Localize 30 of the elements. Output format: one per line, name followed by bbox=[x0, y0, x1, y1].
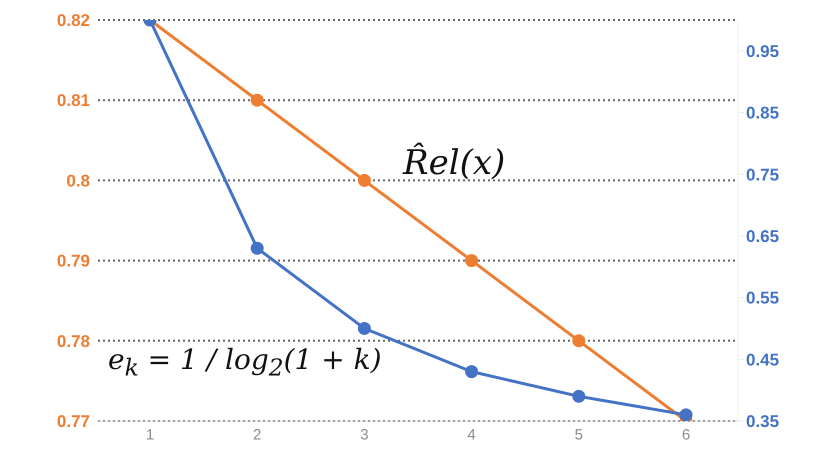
y2-tick-label: 0.45 bbox=[746, 350, 780, 370]
point bbox=[680, 408, 692, 421]
x-tick-label: 5 bbox=[574, 426, 583, 444]
point bbox=[358, 174, 371, 187]
y-tick-label: 0.81 bbox=[56, 91, 90, 110]
y2-tick-label: 0.35 bbox=[746, 412, 780, 432]
x-tick-label: 2 bbox=[253, 426, 262, 444]
point bbox=[572, 390, 586, 403]
annotation: R̂el(x) bbox=[403, 143, 506, 183]
annotation: e$_{k}$ = 1 / log$_{2}$(1 + k) bbox=[108, 343, 382, 382]
x-tick-label: 6 bbox=[682, 426, 690, 444]
point bbox=[465, 365, 478, 378]
y2-tick-label: 0.65 bbox=[746, 226, 780, 246]
y2-tick-label: 0.85 bbox=[746, 104, 780, 123]
y-tick-label: 0.78 bbox=[56, 332, 90, 351]
point bbox=[250, 94, 264, 107]
point bbox=[358, 322, 371, 335]
y-tick-label: 0.8 bbox=[66, 171, 90, 190]
x-tick-label: 3 bbox=[360, 426, 369, 444]
point bbox=[250, 242, 264, 255]
y-tick-label: 0.77 bbox=[56, 412, 90, 432]
y-tick-label: 0.82 bbox=[56, 11, 90, 30]
x-tick-label: 4 bbox=[467, 426, 476, 444]
y2-tick-label: 0.55 bbox=[746, 288, 780, 308]
y-tick-label: 0.79 bbox=[56, 252, 90, 271]
x-tick-label: 1 bbox=[146, 426, 154, 444]
point bbox=[572, 334, 586, 348]
y2-tick-label: 0.75 bbox=[746, 165, 780, 184]
y2-tick-label: 0.95 bbox=[746, 42, 780, 61]
point bbox=[465, 254, 478, 268]
